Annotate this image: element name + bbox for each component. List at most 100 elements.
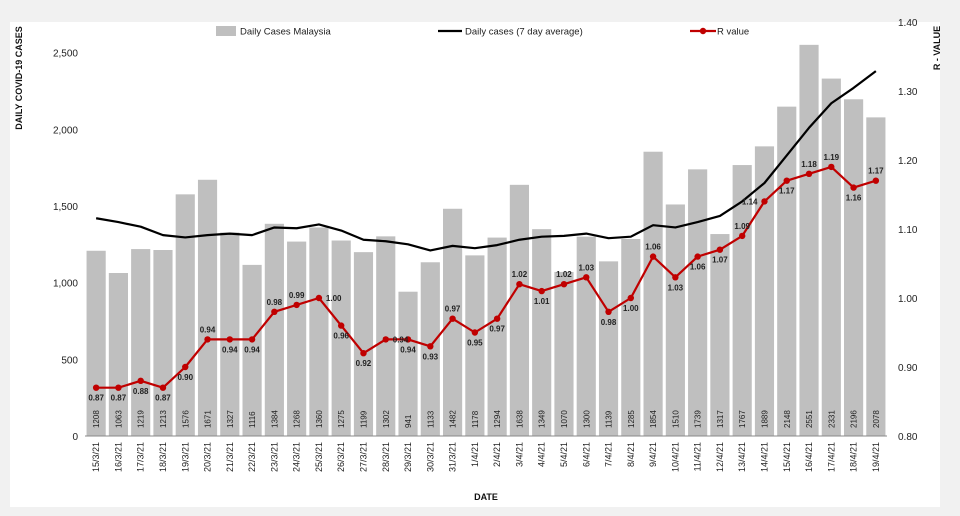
y2-tick-label: 1.20 (898, 156, 918, 167)
bar-value-label: 1116 (248, 411, 257, 428)
r-value-label: 0.93 (423, 352, 439, 361)
bar-19/4/21 (866, 117, 886, 436)
bar-value-label: 1302 (382, 410, 391, 428)
r-value-point (449, 315, 456, 322)
x-tick-label: 31/3/21 (448, 442, 458, 472)
r-value-label: 1.00 (326, 294, 342, 303)
bar-15/3/21 (86, 250, 106, 436)
r-value-point (538, 287, 545, 295)
bar-value-label: 1360 (315, 410, 324, 428)
r-value-point (115, 384, 122, 391)
bar-value-label: 1767 (738, 410, 747, 428)
legend-label-average: Daily cases (7 day average) (465, 27, 583, 38)
r-value-point (248, 336, 256, 343)
r-value-point (471, 329, 479, 336)
bar-18/3/21 (153, 250, 173, 436)
x-tick-label: 15/4/21 (782, 442, 792, 472)
bar-value-label: 1285 (627, 410, 636, 428)
x-tick-label: 24/3/21 (292, 442, 302, 472)
r-value-label: 1.02 (556, 270, 572, 279)
r-value-point (360, 350, 367, 357)
r-value-point (649, 253, 657, 260)
r-value-point (583, 274, 590, 281)
bar-29/3/21 (398, 291, 418, 436)
seven-day-average-line (95, 70, 877, 252)
r-value-label: 1.19 (824, 153, 840, 162)
x-tick-label: 5/4/21 (559, 442, 569, 467)
r-value-point (226, 336, 234, 343)
r-value-point (828, 163, 835, 171)
r-value-point (404, 336, 412, 343)
r-value-label: 0.92 (356, 359, 372, 368)
r-value-label: 0.96 (333, 332, 349, 341)
r-value-point (493, 315, 501, 322)
bar-value-label: 1268 (293, 410, 302, 428)
x-tick-label: 29/3/21 (403, 442, 413, 472)
r-value-point (716, 246, 724, 253)
r-value-line (96, 165, 877, 389)
x-tick-label: 28/3/21 (381, 442, 391, 472)
x-tick-label: 17/3/21 (136, 442, 146, 472)
r-value-point (627, 294, 635, 302)
r-value-point (182, 363, 189, 371)
x-tick-label: 25/3/21 (314, 442, 324, 472)
r-value-point (427, 343, 434, 350)
r-value-label: 0.94 (400, 345, 416, 354)
r-value-label: 1.17 (779, 187, 795, 196)
y2-tick-label: 1.40 (898, 18, 918, 29)
bar-value-label: 1510 (671, 410, 680, 428)
r-value-label: 0.90 (177, 373, 193, 382)
r-value-label: 1.00 (623, 304, 639, 313)
x-tick-label: 4/4/21 (537, 442, 547, 467)
r-value-point (204, 336, 211, 343)
label-layer: 1208 1063 1219 1213 1576 1671 1327 1116 1384 1268… (88, 153, 884, 428)
legend-label-r-value: R value (717, 27, 749, 38)
r-value-point (738, 232, 746, 240)
y-tick-label: 1,500 (53, 202, 78, 213)
x-tick-label: 12/4/21 (715, 442, 725, 472)
bar-25/3/21 (309, 227, 329, 436)
r-value-label: 0.95 (467, 339, 483, 348)
bar-15/4/21 (777, 106, 797, 436)
x-tick-label: 6/4/21 (581, 442, 591, 467)
bar-value-label: 2551 (805, 410, 814, 428)
r-value-point (560, 281, 568, 288)
y-tick-label: 2,000 (53, 125, 78, 136)
r-value-point (850, 184, 857, 191)
r-value-label: 1.14 (742, 197, 758, 206)
bar-value-label: 941 (404, 414, 413, 428)
r-value-point (672, 274, 679, 281)
y2-tick-label: 0.80 (898, 432, 918, 443)
x-tick-label: 16/4/21 (804, 442, 814, 472)
r-value-point (92, 384, 100, 391)
bar-value-label: 1638 (515, 410, 524, 428)
y-axis-title: DAILY COVID-19 CASES (14, 26, 24, 130)
bar-23/3/21 (264, 223, 284, 436)
x-tick-label: 26/3/21 (336, 442, 346, 472)
bar-3/4/21 (509, 184, 529, 436)
y-tick-label: 1,000 (53, 279, 78, 290)
r-value-point (293, 301, 300, 309)
bar-value-label: 2196 (850, 410, 859, 428)
x-tick-label: 13/4/21 (737, 442, 747, 472)
bar-21/3/21 (220, 232, 240, 436)
bar-1/4/21 (465, 255, 485, 436)
r-value-label: 0.97 (489, 325, 505, 334)
r-value-label: 0.87 (111, 394, 127, 403)
r-value-label: 1.06 (645, 243, 661, 252)
r-value-label: 0.94 (222, 345, 238, 354)
y2-tick-label: 1.10 (898, 225, 918, 236)
y-tick-label: 2,500 (53, 49, 78, 60)
x-tick-label: 10/4/21 (670, 442, 680, 472)
legend-label-daily-cases: Daily Cases Malaysia (240, 27, 332, 38)
bar-value-label: 1854 (649, 410, 658, 428)
y2-tick-label: 1.30 (898, 87, 918, 98)
bar-16/3/21 (108, 273, 128, 436)
bar-12/4/21 (710, 234, 730, 436)
bar-value-label: 1139 (605, 410, 614, 428)
r-value-label: 0.98 (267, 298, 283, 307)
x-tick-label: 22/3/21 (247, 442, 257, 472)
bar-17/3/21 (131, 249, 151, 436)
